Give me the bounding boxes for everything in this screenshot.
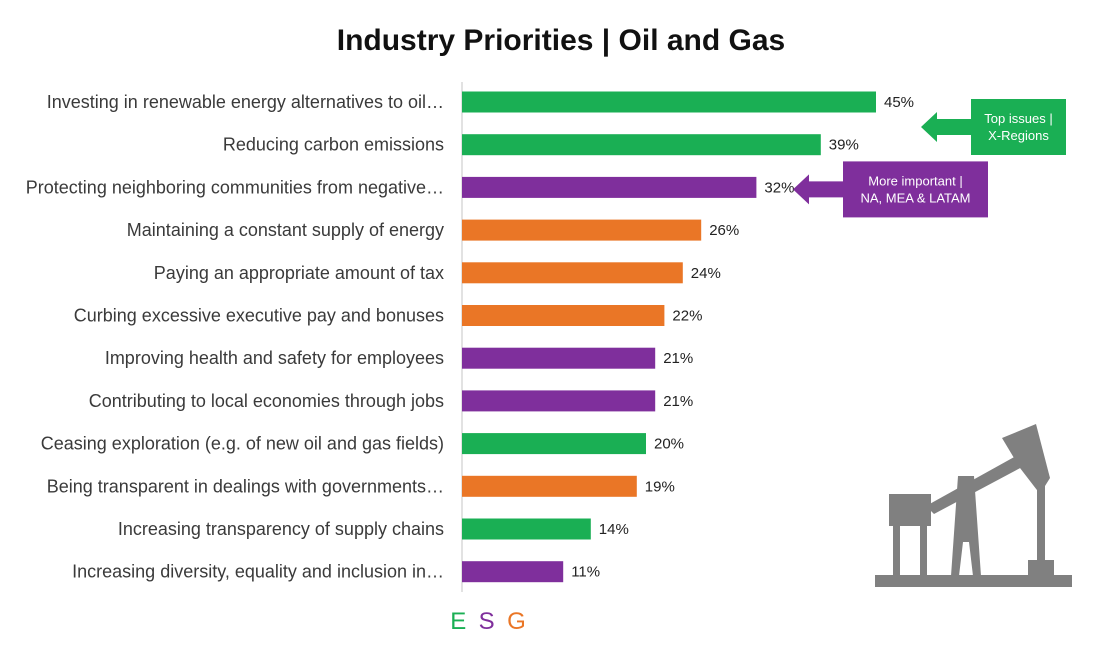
legend-s: S — [479, 608, 495, 635]
category-label: Increasing transparency of supply chains — [118, 519, 444, 539]
callout-text: X-Regions — [988, 128, 1049, 143]
category-label: Increasing diversity, equality and inclu… — [72, 562, 444, 582]
callout-arrow — [793, 174, 843, 205]
bar — [462, 347, 656, 369]
bar — [462, 134, 821, 156]
value-label: 24% — [691, 265, 721, 282]
bar — [462, 390, 656, 412]
category-label: Being transparent in dealings with gover… — [47, 476, 444, 496]
category-label: Reducing carbon emissions — [223, 135, 444, 155]
chart-title: Industry Priorities | Oil and Gas — [337, 24, 786, 57]
value-label: 11% — [571, 564, 600, 581]
callout-text: Top issues | — [984, 111, 1052, 126]
bar — [462, 91, 876, 113]
legend-e: E — [450, 608, 466, 635]
callout-box — [971, 99, 1066, 155]
value-label: 19% — [645, 478, 675, 495]
category-label: Investing in renewable energy alternativ… — [47, 92, 444, 112]
callout-text: NA, MEA & LATAM — [860, 190, 970, 205]
value-label: 20% — [654, 436, 684, 453]
callouts: Top issues | X-Regions More important | NA,… — [793, 99, 1066, 218]
bar-group: Investing in renewable energy alternativ… — [26, 91, 914, 583]
legend-g: G — [507, 608, 526, 635]
callout-box — [843, 161, 988, 218]
value-label: 39% — [829, 137, 859, 154]
value-label: 22% — [672, 308, 702, 325]
category-label: Protecting neighboring communities from … — [26, 177, 444, 197]
value-label: 26% — [709, 222, 739, 239]
bar — [462, 262, 683, 284]
value-label: 45% — [884, 94, 914, 111]
callout-arrow — [921, 112, 971, 142]
bar — [462, 305, 665, 326]
bar — [462, 475, 637, 497]
value-label: 21% — [663, 393, 693, 410]
category-label: Ceasing exploration (e.g. of new oil and… — [41, 434, 444, 454]
category-label: Curbing excessive executive pay and bonu… — [74, 306, 444, 326]
value-label: 21% — [663, 350, 693, 367]
category-label: Improving health and safety for employee… — [105, 348, 444, 368]
category-label: Maintaining a constant supply of energy — [127, 220, 444, 240]
category-label: Contributing to local economies through … — [89, 391, 444, 411]
value-label: 32% — [764, 179, 794, 196]
callout-text: More important | — [868, 173, 962, 188]
callout: Top issues | X-Regions — [921, 99, 1066, 155]
oil-pumpjack-icon — [875, 424, 1072, 587]
bar — [462, 219, 702, 241]
bar — [462, 433, 646, 455]
category-label: Paying an appropriate amount of tax — [154, 263, 444, 283]
bar — [462, 518, 591, 540]
callout: More important | NA, MEA & LATAM — [793, 161, 988, 218]
legend: E S G — [450, 608, 526, 635]
value-label: 14% — [599, 521, 629, 538]
bar — [462, 561, 564, 583]
bar — [462, 176, 757, 198]
